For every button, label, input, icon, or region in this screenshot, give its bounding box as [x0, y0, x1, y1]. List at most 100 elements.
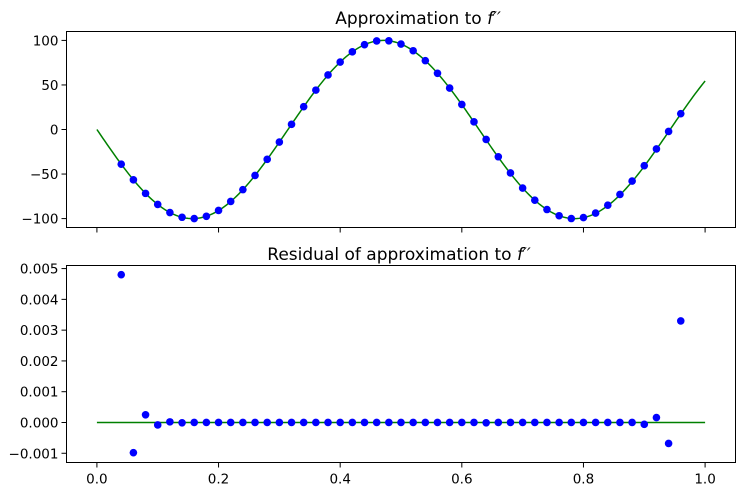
residual-x-tick-label: 0.0	[86, 472, 107, 488]
residual-y-tick-label: 0.004	[20, 292, 59, 308]
approximation-y-tick-label: −50	[30, 167, 59, 183]
residual-x-tick-label: 1.0	[694, 472, 715, 488]
residual-point	[324, 418, 332, 427]
residual-panel: Residual of approximation to f′′ 0.0 0.2 0…	[9, 245, 736, 488]
residual-point	[275, 418, 284, 427]
residual-point	[664, 439, 673, 448]
approximation-point	[652, 145, 661, 153]
residual-x-ticks: 0.0 0.2 0.4 0.6 0.8 1.0	[86, 462, 716, 488]
approximation-point	[214, 206, 223, 215]
residual-x-tick-label: 0.4	[329, 472, 350, 488]
approximation-point	[117, 160, 126, 168]
approximation-y-tick-label: 0	[50, 123, 59, 139]
approximation-point	[458, 100, 466, 109]
residual-y-tick-label: 0.002	[20, 354, 59, 370]
approximation-point	[409, 46, 417, 55]
approximation-marks	[96, 36, 706, 223]
residual-y-tick-label: −0.001	[9, 446, 59, 462]
approximation-point	[616, 190, 624, 199]
residual-point	[141, 410, 150, 419]
residual-y-tick-label: 0.003	[20, 323, 59, 339]
residual-point	[603, 418, 612, 427]
residual-x-tick-label: 0.8	[573, 472, 594, 488]
residual-point	[287, 418, 296, 427]
residual-point	[117, 270, 126, 279]
approximation-panel: Approximation to f′′ 100 50 0 −50 −100	[21, 9, 736, 233]
approximation-point	[676, 109, 685, 118]
approximation-point	[555, 211, 563, 220]
residual-point	[251, 418, 259, 427]
approximation-point	[129, 176, 138, 184]
residual-y-tick-label: 0.005	[20, 262, 59, 278]
approximation-point	[348, 48, 357, 56]
approximation-point	[421, 56, 430, 65]
residual-y-tick-label: 0.000	[20, 415, 59, 431]
residual-point	[372, 418, 381, 427]
approximation-point	[153, 200, 162, 209]
approximation-point	[543, 205, 551, 214]
approximation-point	[372, 37, 381, 45]
approximation-point	[482, 135, 490, 144]
approximation-line	[96, 39, 706, 220]
approximation-point	[141, 189, 150, 198]
residual-point	[226, 418, 235, 427]
residual-point	[385, 418, 393, 427]
residual-title: Residual of approximation to f′′	[267, 245, 531, 265]
residual-point	[239, 418, 247, 427]
residual-point	[458, 418, 466, 427]
approximation-point	[226, 197, 235, 206]
residual-y-ticks: 0.005 0.004 0.003 0.002 0.001 0.000 −0.001	[9, 262, 67, 462]
residual-point	[494, 418, 503, 427]
residual-point	[652, 413, 661, 422]
approximation-point	[628, 177, 636, 185]
residual-point	[153, 421, 162, 429]
approximation-y-tick-label: 50	[41, 78, 58, 94]
residual-point	[531, 418, 539, 427]
residual-point	[409, 418, 417, 427]
residual-axes-frame	[66, 265, 736, 463]
approximation-point	[202, 212, 211, 221]
residual-point	[567, 418, 576, 427]
approximation-point	[470, 118, 478, 126]
approximation-point	[531, 196, 539, 204]
residual-point	[579, 418, 588, 427]
approximation-title-math: f′′	[487, 9, 501, 29]
residual-point	[518, 418, 527, 427]
approximation-point	[336, 58, 344, 66]
residual-point	[482, 418, 490, 427]
approximation-point	[506, 169, 515, 177]
residual-point	[543, 418, 551, 427]
approximation-title: Approximation to f′′	[335, 9, 501, 29]
residual-point	[312, 418, 320, 427]
residual-x-tick-label: 0.6	[451, 472, 472, 488]
residual-point	[299, 418, 308, 427]
approximation-y-tick-label: 100	[33, 33, 59, 49]
residual-point	[178, 418, 186, 427]
residual-point	[336, 418, 344, 427]
approximation-point	[178, 213, 186, 222]
approximation-point	[385, 36, 393, 45]
residual-title-text: Residual of approximation to	[267, 245, 517, 265]
residual-y-tick-label: 0.001	[20, 385, 59, 401]
approximation-point	[299, 102, 308, 111]
approximation-point	[324, 71, 332, 79]
residual-point	[555, 418, 563, 427]
residual-point	[190, 418, 199, 427]
approximation-point	[360, 40, 369, 49]
residual-title-math: f′′	[517, 245, 531, 265]
residual-point	[470, 418, 478, 427]
residual-point	[202, 418, 211, 427]
approximation-point	[312, 86, 320, 94]
residual-point	[214, 418, 223, 427]
approximation-axes-frame	[66, 31, 736, 228]
approximation-y-ticks: 100 50 0 −50 −100	[21, 33, 67, 228]
approximation-point	[518, 184, 527, 192]
approximation-point	[494, 152, 503, 161]
residual-point	[166, 418, 174, 426]
residual-point	[433, 418, 442, 427]
residual-point	[397, 418, 405, 427]
approximation-point	[591, 209, 600, 217]
residual-point	[421, 418, 430, 427]
approximation-point	[287, 120, 296, 129]
